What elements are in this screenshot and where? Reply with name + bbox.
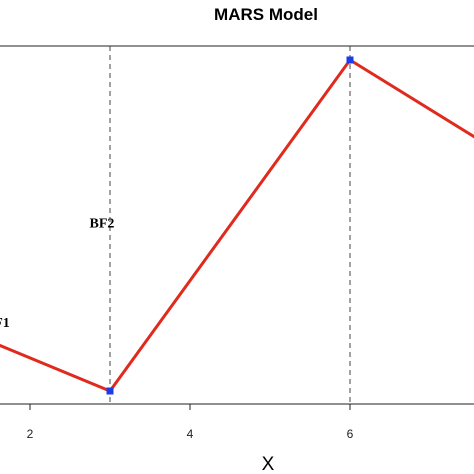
series-line-1 — [0, 57, 474, 393]
knot-guide-lines — [109, 46, 351, 404]
knot-marker-2 — [346, 56, 354, 64]
x-tick-label-1: 2 — [27, 427, 34, 441]
x-axis-label: X — [262, 454, 275, 474]
annotation-group: F1 BF2 — [0, 216, 114, 331]
x-tick-label-2: 4 — [187, 427, 194, 441]
plot-area-border — [0, 45, 474, 405]
x-axis: 2 4 6 — [27, 404, 354, 441]
x-tick-label-3: 6 — [347, 427, 354, 441]
annotation-1: F1 — [0, 316, 10, 331]
annotation-2: BF2 — [90, 216, 115, 231]
knot-markers — [106, 56, 354, 395]
chart-title: MARS Model — [214, 5, 318, 24]
series-group — [0, 57, 474, 393]
knot-marker-1 — [106, 387, 114, 395]
